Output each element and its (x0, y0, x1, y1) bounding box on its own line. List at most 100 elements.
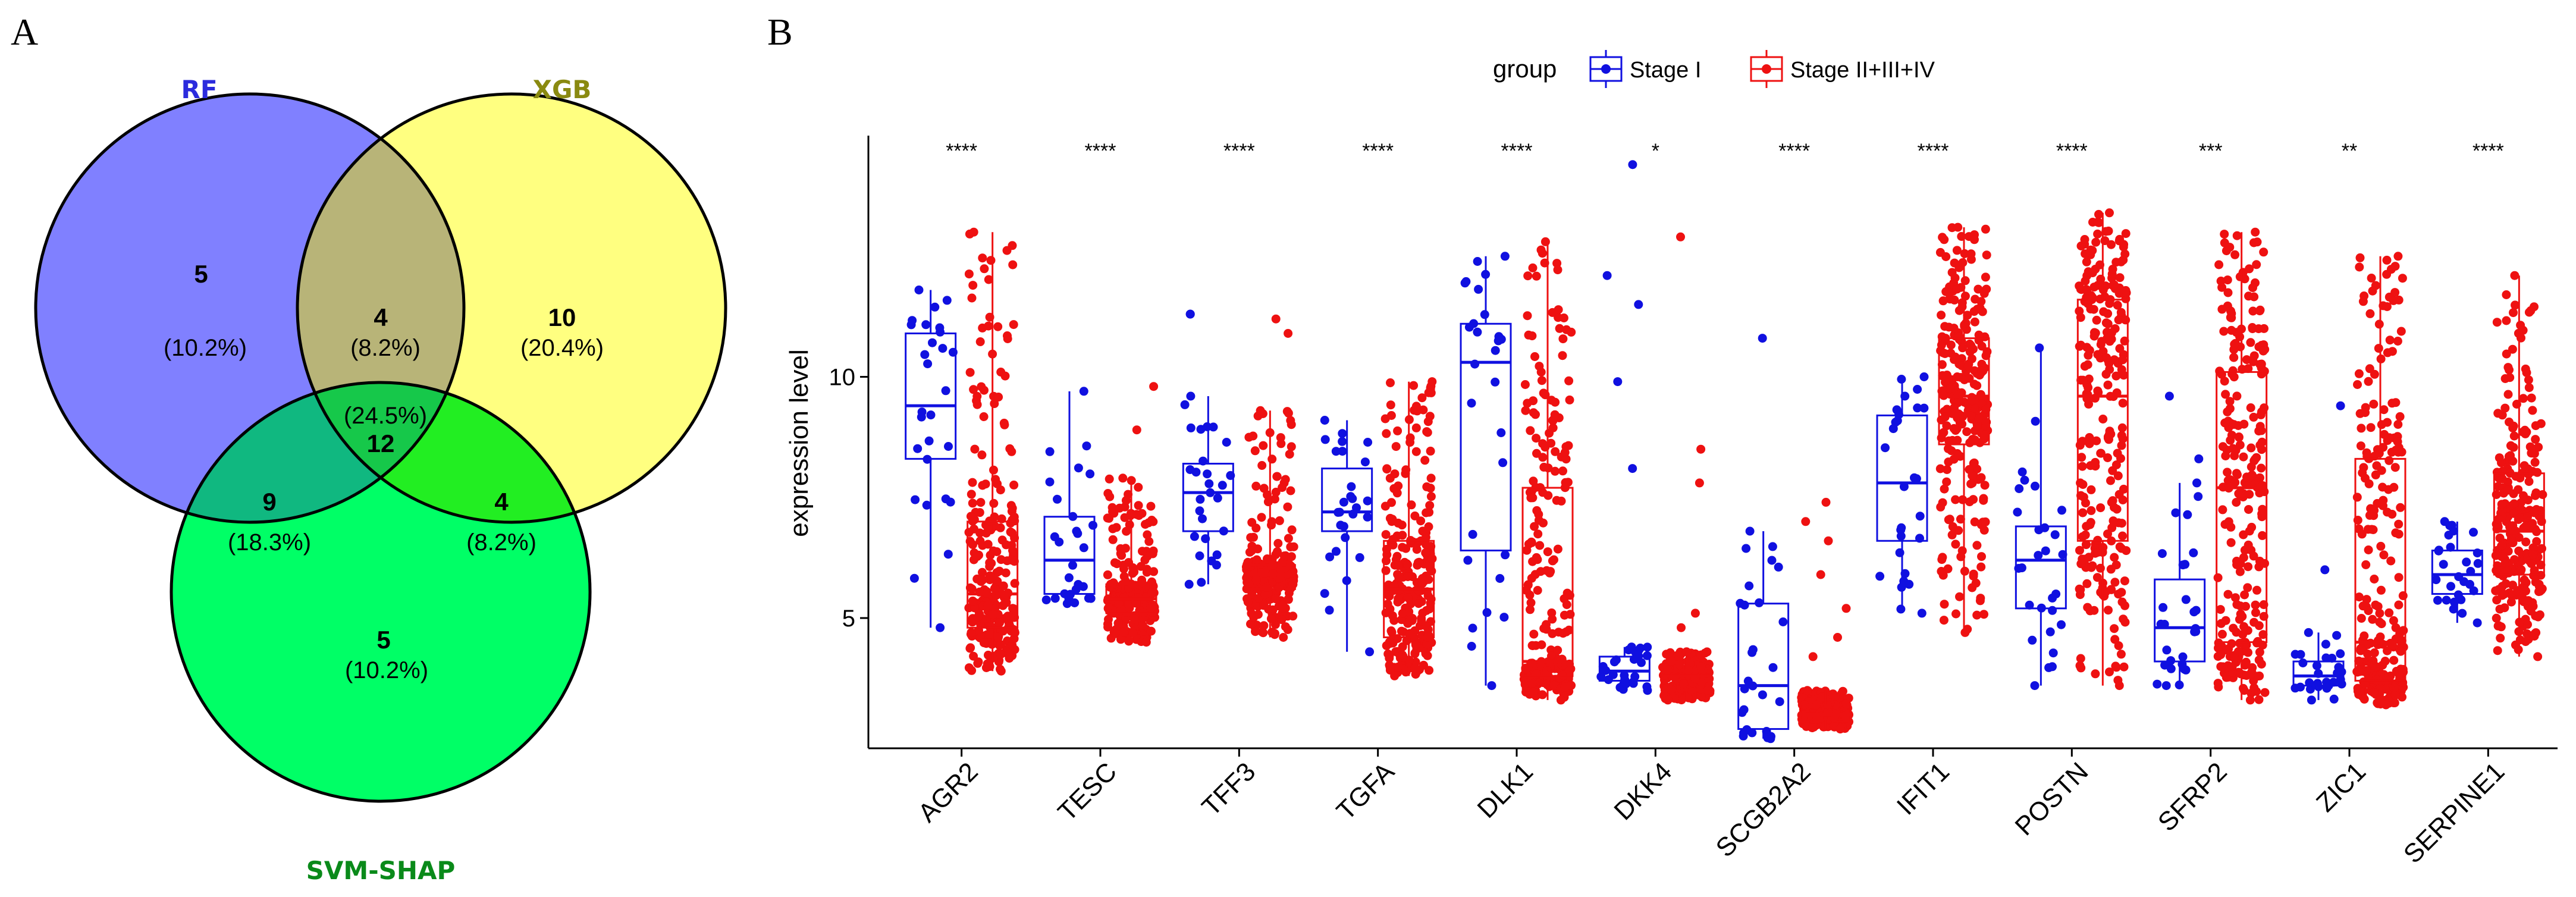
data-point (941, 494, 950, 504)
data-point (2117, 588, 2126, 597)
data-point (1942, 465, 1951, 474)
data-point (2086, 563, 2096, 572)
data-point (2527, 448, 2536, 458)
data-point (2220, 377, 2229, 386)
data-point (2493, 409, 2503, 418)
data-point (2113, 448, 2122, 458)
data-point (1275, 516, 1284, 525)
data-point (1529, 688, 1538, 697)
data-point (2013, 507, 2022, 517)
data-point (2161, 681, 2171, 691)
data-point (1245, 547, 1254, 557)
data-point (1936, 502, 1946, 512)
data-point (2524, 383, 2534, 393)
data-point (1267, 628, 1276, 637)
data-point (1679, 679, 1689, 689)
data-point (2509, 509, 2519, 518)
data-point (2250, 454, 2260, 464)
venn-percent-rf-svm: (18.3%) (228, 529, 311, 556)
data-point (2254, 695, 2264, 704)
data-point (2394, 573, 2404, 582)
data-point (2240, 660, 2249, 670)
data-point (976, 498, 986, 507)
data-point (1528, 557, 1538, 566)
data-point (967, 616, 976, 626)
data-point (2516, 498, 2525, 507)
data-point (1204, 479, 1214, 488)
venn-count-all: 12 (367, 429, 395, 457)
data-point (1414, 557, 1424, 567)
data-point (1137, 578, 1147, 588)
data-point (1267, 520, 1276, 530)
data-point (1939, 616, 1949, 625)
data-point (1395, 573, 1405, 582)
box (1876, 414, 1928, 542)
data-point (1940, 412, 1950, 422)
data-point (2255, 305, 2265, 315)
data-point (1951, 609, 1960, 619)
data-point (2458, 609, 2467, 618)
data-point (1948, 522, 1957, 531)
data-point (2214, 260, 2224, 269)
data-point (2252, 237, 2262, 247)
data-point (1528, 263, 1538, 272)
data-point (2320, 565, 2330, 575)
data-point (2396, 647, 2405, 656)
data-point (2506, 597, 2516, 607)
data-point (1427, 377, 1437, 387)
data-point (1944, 515, 1953, 525)
data-point (1079, 387, 1088, 396)
data-point (969, 555, 978, 564)
data-point (1951, 495, 1960, 504)
data-point (2238, 268, 2248, 277)
data-point (2091, 328, 2100, 338)
data-point (2329, 694, 2339, 704)
data-point (2357, 424, 2366, 433)
data-point (2394, 669, 2404, 679)
data-point (1501, 550, 1510, 560)
data-point (1951, 540, 1960, 549)
legend-point (1762, 64, 1771, 74)
data-point (2213, 573, 2223, 582)
data-point (1482, 608, 1492, 617)
data-point (2189, 548, 2198, 557)
data-point (2103, 529, 2112, 539)
data-point (2086, 506, 2096, 515)
data-point (2099, 307, 2109, 316)
data-point (2510, 555, 2519, 564)
data-point (1937, 310, 1946, 320)
box (2076, 299, 2129, 542)
data-point (990, 584, 999, 594)
data-point (2357, 614, 2366, 623)
data-point (2121, 229, 2131, 239)
data-point (1386, 378, 1395, 387)
data-point (1105, 474, 1114, 484)
data-point (2538, 490, 2547, 499)
data-point (1560, 448, 1570, 457)
data-point (938, 344, 947, 353)
data-point (1896, 604, 1906, 614)
data-point (2371, 600, 2380, 610)
box (905, 333, 957, 460)
data-point (1116, 635, 1125, 644)
data-point (1426, 484, 1435, 493)
significance-label: **** (2056, 140, 2088, 162)
data-point (1677, 623, 1686, 632)
data-point (2230, 593, 2240, 603)
data-point (2492, 566, 2501, 575)
data-point (1338, 447, 1347, 456)
data-point (2469, 586, 2478, 595)
data-point (1213, 493, 1222, 503)
data-point (2082, 579, 2092, 588)
data-point (2103, 453, 2112, 462)
data-point (1005, 613, 1015, 622)
significance-label: **** (2473, 140, 2504, 162)
data-point (2393, 337, 2402, 346)
data-point (943, 550, 953, 559)
data-point (2373, 498, 2382, 508)
data-point (1966, 411, 1976, 421)
data-point (1287, 525, 1297, 535)
data-point (1107, 503, 1117, 512)
data-point (1045, 447, 1055, 456)
data-point (2312, 661, 2321, 670)
